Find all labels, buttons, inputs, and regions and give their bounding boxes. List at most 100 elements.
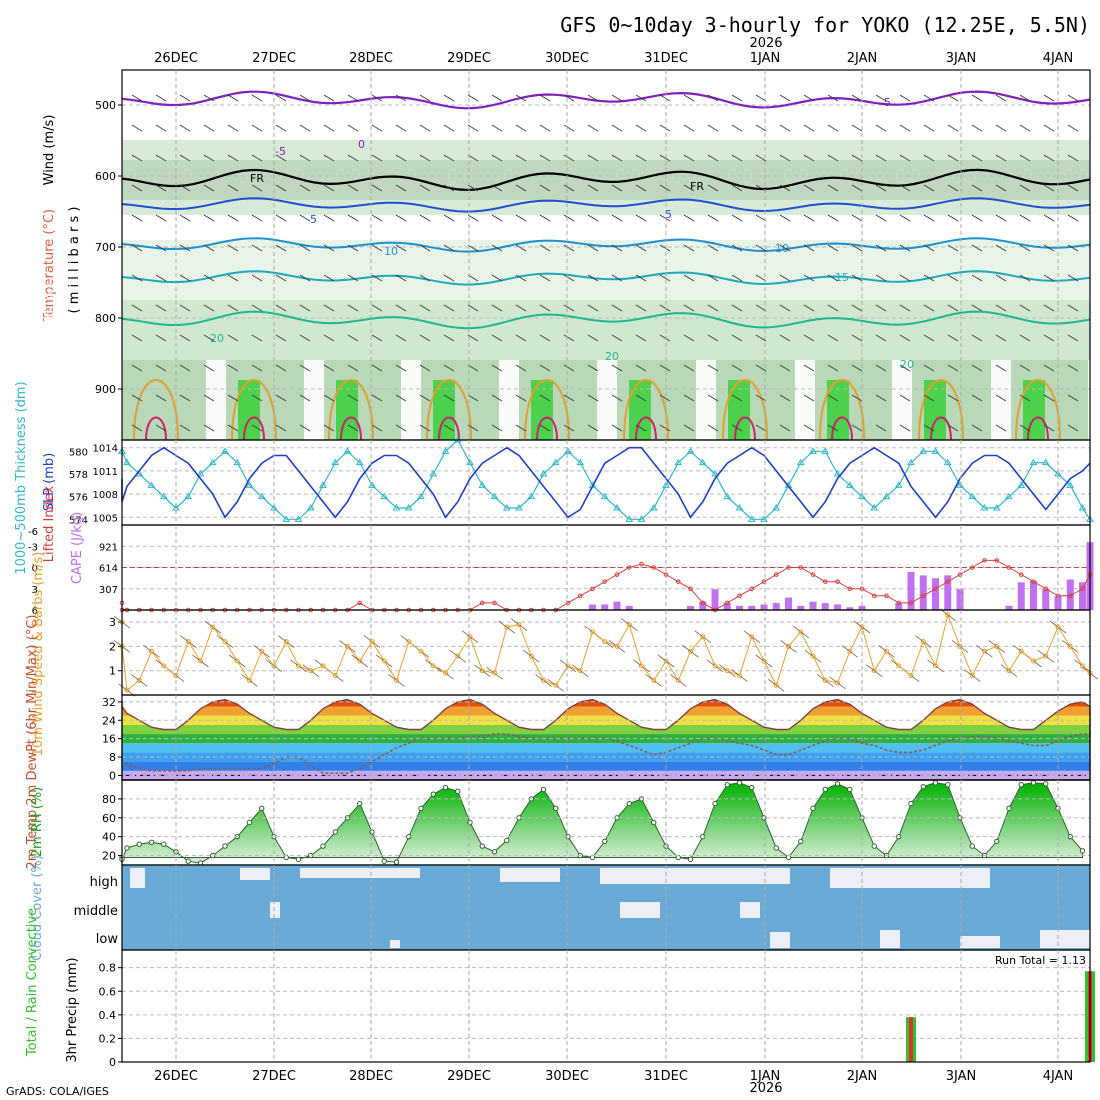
wind-barb [659,184,671,192]
li-point [957,572,963,577]
wind-barb [635,424,647,432]
wind-barb [467,154,479,162]
wind-barb [443,94,455,102]
wind-barb [299,424,311,432]
wind-barb [467,394,479,402]
wind-barb [947,304,959,312]
wind-barb [923,304,935,312]
li-point [945,579,951,584]
rh-point [871,843,877,849]
li-point [920,593,926,599]
wind-barb [467,124,479,132]
wind-speed-point [1006,668,1012,674]
thickness-point [576,458,585,466]
wind-barb [827,304,839,312]
contour-label: 10 [384,245,398,258]
top-date-28DEC: 28DEC [349,51,393,66]
rh-point [540,786,547,793]
wind-speed-point [810,653,816,659]
wind-barb [875,274,887,282]
wind-barb [611,394,623,402]
wind-speed-point [345,643,350,649]
wind-barb [539,274,551,282]
wind-barb [251,124,263,132]
pressure-tick: 700 [95,241,116,254]
wind-speed-point [357,658,363,664]
wind-barb [419,214,431,222]
wind-barb [971,334,983,342]
wind-barb [347,364,359,372]
wind-barb [347,304,359,312]
top-date-27DEC: 27DEC [252,51,296,66]
thickness-ylabel: 1000~500mb Thickness (dm) [14,381,29,574]
cape-bar [1042,589,1050,610]
wind-barb [827,334,839,342]
li-point [590,586,595,592]
wind-barb [155,424,167,432]
cloud-gap [1040,930,1090,948]
wind-speed-point [957,643,963,649]
wind-barb [275,304,287,312]
wind-barb [827,364,839,372]
wind-barb [467,304,479,312]
wind-barb [683,214,695,222]
wind-speed-point [590,629,595,635]
wind-barb [227,94,239,102]
wind-barb [995,304,1007,312]
cape-bar [1079,582,1086,610]
li-point [1006,565,1012,570]
thickness-point [196,470,205,477]
thickness-point [490,492,499,500]
wind-speed-point [418,648,424,654]
wind-speed-point [320,663,326,669]
li-point [602,579,608,584]
thickness-point [221,447,229,454]
moist-column [531,380,553,440]
wind-barb [707,244,719,252]
wind-barb [851,154,863,162]
wind-barb [1043,124,1055,132]
wind-barb [371,244,383,252]
wind-speed-point [724,668,730,674]
wind-barb [587,424,599,432]
wind-barb [899,214,911,222]
wind-barb [779,214,791,222]
dry-column [401,360,421,440]
wind-barb [251,334,263,342]
wind-barb [515,424,527,432]
bottom-date-27DEC: 27DEC [252,1069,296,1084]
precip-tick: 0.2 [99,1032,117,1045]
dry-column [597,360,617,440]
dry-column [892,360,912,440]
wind-barb [299,184,311,192]
wind-barb [803,214,815,222]
wind-barb [707,94,719,102]
precip-conv-bar [909,1017,913,1062]
rh-point [430,791,436,797]
wind-barb [875,244,887,252]
wind-barb [323,94,335,102]
wind-barb [251,394,263,402]
rh-band-4 [122,160,1090,200]
wind-barb [635,334,647,342]
rh-point [136,841,142,847]
wind-barb [851,424,863,432]
wind-barb [203,394,215,402]
rh-point [712,800,718,807]
rh-tick: 40 [102,831,116,844]
wind-barb [515,334,527,342]
wind-barb [1043,244,1055,252]
wind-barb [947,184,959,192]
wind-barb [659,304,671,312]
rh-point [798,838,804,845]
li-ylabel: Lifted Index [42,485,57,562]
wind-barb [371,154,383,162]
moist-column [924,380,946,440]
wind-barb [515,154,527,162]
wind-barb [323,154,335,162]
rh-point [357,800,363,807]
temp-tick: 16 [102,733,116,746]
wind-barb [803,304,815,312]
wind-barb [1043,184,1055,192]
wind-barb [1019,244,1031,252]
